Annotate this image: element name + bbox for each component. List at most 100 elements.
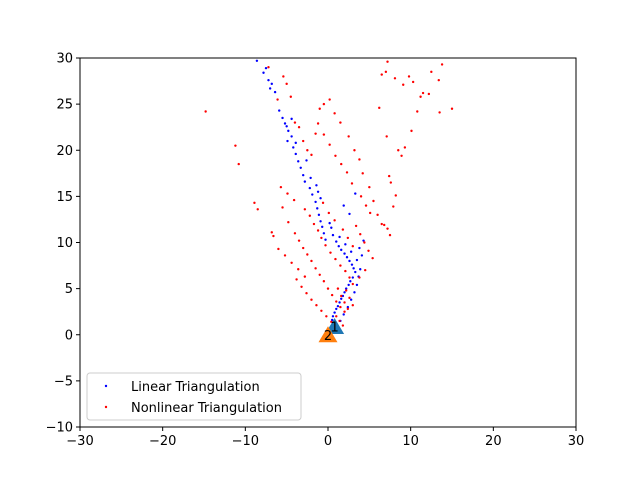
data-point [348, 259, 351, 263]
data-point [324, 244, 327, 247]
data-point [361, 172, 364, 175]
data-point [339, 305, 342, 309]
data-point [331, 315, 335, 318]
data-point [341, 324, 345, 327]
legend-label-linear: Linear Triangulation [131, 380, 260, 395]
data-point [290, 135, 293, 138]
camera-label-1: 1 [330, 320, 338, 335]
data-point [380, 222, 383, 226]
data-point [403, 146, 407, 149]
data-point [410, 129, 413, 133]
data-point [355, 258, 359, 262]
data-point [324, 238, 327, 241]
data-point [273, 90, 277, 94]
data-point [316, 207, 319, 210]
data-point [358, 276, 361, 279]
x-axis: −30 −20 −10 0 10 20 30 [66, 427, 584, 449]
data-point [286, 139, 289, 143]
data-point [322, 232, 326, 235]
data-point [393, 77, 397, 80]
data-point [335, 307, 338, 311]
data-point [300, 285, 303, 288]
data-point [270, 82, 273, 86]
data-point [407, 75, 411, 78]
data-point [371, 256, 374, 260]
data-point [320, 236, 323, 240]
data-point [344, 243, 347, 246]
data-point [388, 233, 392, 237]
series-linear [255, 59, 365, 327]
data-point [309, 176, 312, 180]
data-point [314, 200, 317, 204]
y-tick-label: −5 [54, 374, 73, 389]
data-point [341, 228, 345, 231]
data-point [302, 139, 305, 143]
data-point [295, 278, 298, 281]
data-point [314, 267, 317, 270]
data-point [389, 181, 393, 184]
camera-label-2: 2 [324, 329, 332, 344]
data-point [330, 293, 334, 297]
data-point [344, 289, 348, 292]
data-point [316, 190, 320, 193]
data-point [316, 122, 320, 125]
data-point [302, 246, 305, 250]
series-nonlinear [204, 60, 454, 327]
data-point [327, 211, 331, 215]
data-point [411, 80, 415, 84]
data-point [297, 125, 301, 129]
data-point [336, 304, 340, 308]
data-point [315, 184, 318, 187]
data-point [328, 98, 331, 101]
y-tick-label: 25 [56, 98, 73, 113]
data-point [334, 257, 337, 261]
data-point [319, 197, 322, 200]
data-point [352, 267, 355, 270]
data-point [297, 268, 300, 271]
data-point [360, 254, 364, 257]
data-point [308, 186, 312, 190]
data-point [385, 135, 388, 138]
x-tick-label: −30 [66, 434, 93, 449]
data-point [358, 246, 361, 250]
data-point [344, 287, 348, 290]
data-point [438, 111, 441, 114]
data-point [293, 232, 297, 235]
data-point [344, 269, 347, 273]
data-point [318, 273, 321, 276]
data-point [303, 275, 307, 278]
data-point [397, 149, 400, 152]
data-point [419, 95, 422, 98]
data-point [253, 201, 256, 205]
legend-label-nonlinear: Nonlinear Triangulation [131, 401, 282, 416]
data-point [337, 244, 340, 248]
data-point [255, 59, 259, 62]
data-point [319, 220, 322, 223]
data-point [299, 166, 302, 169]
data-point [340, 297, 343, 300]
data-point [338, 235, 341, 239]
data-point [349, 250, 353, 253]
data-point [306, 253, 309, 256]
data-point [292, 198, 296, 202]
data-point [338, 319, 341, 323]
camera-marker-2 [318, 326, 338, 343]
data-point [392, 205, 395, 208]
data-point [267, 78, 270, 82]
data-point [358, 158, 361, 161]
data-point [305, 292, 308, 295]
data-point [359, 232, 362, 236]
data-point [368, 211, 372, 215]
plot-frame [79, 57, 577, 428]
data-point [322, 133, 326, 136]
data-point [316, 229, 320, 232]
data-point [348, 276, 351, 279]
x-tick-label: 0 [324, 434, 332, 449]
data-point [346, 236, 350, 240]
data-point [330, 320, 333, 324]
data-point [368, 185, 371, 189]
camera-marker-layer: 12 [318, 317, 345, 344]
data-point [342, 204, 345, 207]
data-point [290, 261, 293, 264]
data-point [348, 212, 351, 216]
